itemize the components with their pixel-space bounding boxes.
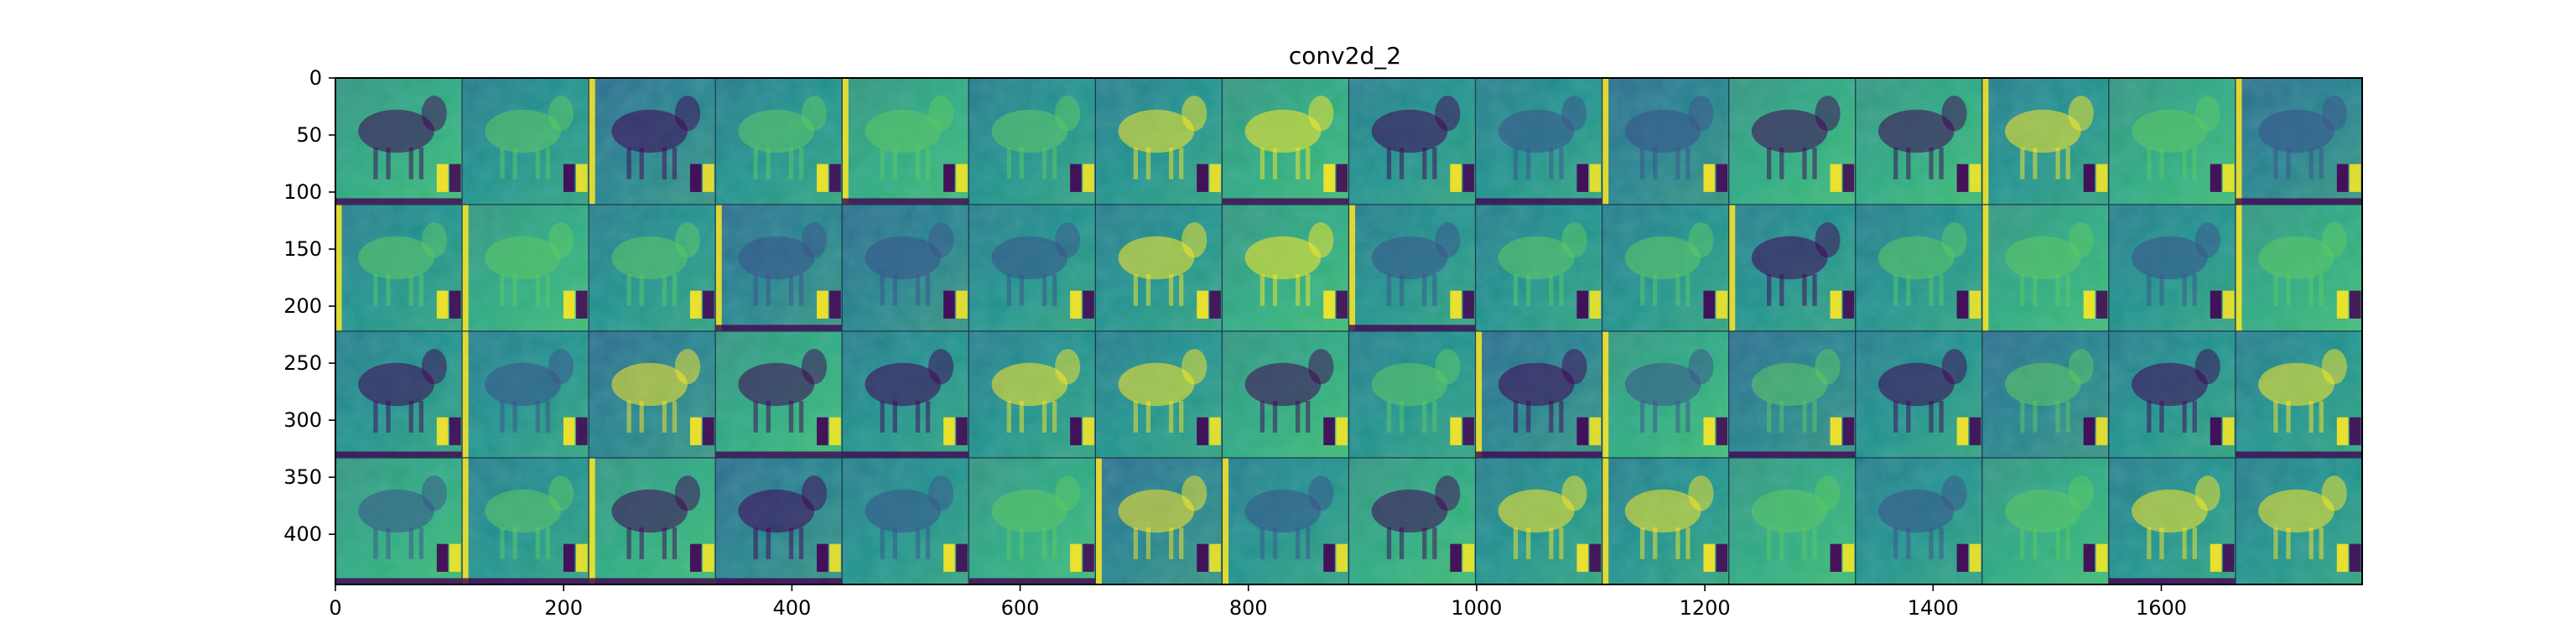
feature-map-tile: [2235, 204, 2363, 332]
feature-map-tile: [1474, 77, 1603, 205]
axes-frame: [335, 77, 2363, 585]
feature-map-tile: [1855, 330, 1983, 459]
feature-map-tile: [968, 204, 1096, 332]
y-axis: 0 50 100 150 200 250 300 350 400: [283, 66, 335, 546]
feature-map-tile: [714, 330, 843, 459]
x-tick-label: 600: [1001, 596, 1040, 620]
feature-map-tile: [588, 330, 716, 459]
y-tick-label: 250: [283, 351, 322, 375]
y-tick-label: 50: [296, 123, 322, 147]
x-tick-label: 200: [544, 596, 583, 620]
feature-map-tile: [461, 204, 589, 332]
feature-map-tile: [1602, 457, 1730, 585]
feature-map-tile: [2235, 330, 2363, 459]
feature-map-tile: [335, 457, 463, 585]
feature-map-tile: [1855, 77, 1983, 205]
feature-map-tile: [1855, 204, 1983, 332]
feature-map-tile: [841, 330, 969, 459]
feature-map-tile: [714, 204, 843, 332]
feature-map-tile: [461, 330, 589, 459]
feature-map-tile: [841, 204, 969, 332]
feature-map-tile: [1474, 204, 1603, 332]
x-tick-label: 1000: [1451, 596, 1502, 620]
feature-map-tile: [588, 77, 716, 205]
feature-map-tile: [588, 204, 716, 332]
y-tick-label: 150: [283, 237, 322, 261]
feature-map-tile: [968, 330, 1096, 459]
feature-map-tile: [1221, 204, 1350, 332]
feature-map-tile: [2108, 330, 2236, 459]
feature-map-tile: [461, 77, 589, 205]
feature-map-tile: [1981, 77, 2110, 205]
x-tick-label: 1200: [1680, 596, 1731, 620]
feature-map-tile: [1855, 457, 1983, 585]
feature-map-tile: [2108, 457, 2236, 585]
feature-map-tile: [968, 457, 1096, 585]
x-axis: 0 200 400 600 800 1000 1200 1400 1600: [329, 584, 2187, 620]
feature-map-tile: [2108, 204, 2236, 332]
feature-map-tile: [1981, 330, 2110, 459]
feature-map-tile: [2108, 77, 2236, 205]
feature-map-tile: [1094, 330, 1223, 459]
feature-map-tile: [1728, 457, 1857, 585]
feature-map-tile: [1602, 77, 1730, 205]
feature-map-tile: [968, 77, 1096, 205]
feature-map-tile: [2235, 77, 2363, 205]
y-tick-label: 0: [309, 66, 322, 90]
feature-map-tile: [1094, 457, 1223, 585]
feature-map-tile: [335, 330, 463, 459]
feature-map-tile: [2235, 457, 2363, 585]
feature-map-tile: [714, 77, 843, 205]
feature-map-tile: [1728, 77, 1857, 205]
y-tick-label: 200: [283, 294, 322, 318]
x-tick-label: 1400: [1908, 596, 1959, 620]
feature-map-tile: [1602, 330, 1730, 459]
x-tick-label: 1600: [2136, 596, 2187, 620]
feature-map-tile: [461, 457, 589, 585]
feature-map-tile: [714, 457, 843, 585]
feature-map-tiles: [335, 77, 2363, 585]
y-tick-label: 400: [283, 522, 322, 546]
feature-map-tile: [1728, 204, 1857, 332]
feature-map-tile: [1094, 204, 1223, 332]
feature-map-tile: [841, 77, 969, 205]
feature-map-tile: [1474, 330, 1603, 459]
feature-map-tile: [1221, 330, 1350, 459]
x-tick-label: 0: [329, 596, 341, 620]
feature-map-tile: [1348, 77, 1477, 205]
feature-map-tile: [1094, 77, 1223, 205]
feature-map-tile: [1981, 457, 2110, 585]
y-tick-label: 300: [283, 408, 322, 432]
feature-map-tile: [588, 457, 716, 585]
feature-map-tile: [1348, 204, 1477, 332]
feature-map-tile: [1981, 204, 2110, 332]
feature-map-tile: [1728, 330, 1857, 459]
y-tick-label: 350: [283, 465, 322, 489]
feature-map-tile: [335, 77, 463, 205]
x-tick-label: 400: [772, 596, 811, 620]
feature-map-tile: [1474, 457, 1603, 585]
feature-map-tile: [1221, 457, 1350, 585]
feature-map-tile: [1348, 330, 1477, 459]
feature-map-tile: [1221, 77, 1350, 205]
feature-map-tile: [841, 457, 969, 585]
x-tick-label: 800: [1229, 596, 1268, 620]
y-tick-label: 100: [283, 180, 322, 204]
chart-title: conv2d_2: [1289, 42, 1401, 70]
feature-map-tile: [1348, 457, 1477, 585]
feature-map-tile: [1602, 204, 1730, 332]
feature-map-tile: [335, 204, 463, 332]
plot-area: [335, 77, 2363, 585]
